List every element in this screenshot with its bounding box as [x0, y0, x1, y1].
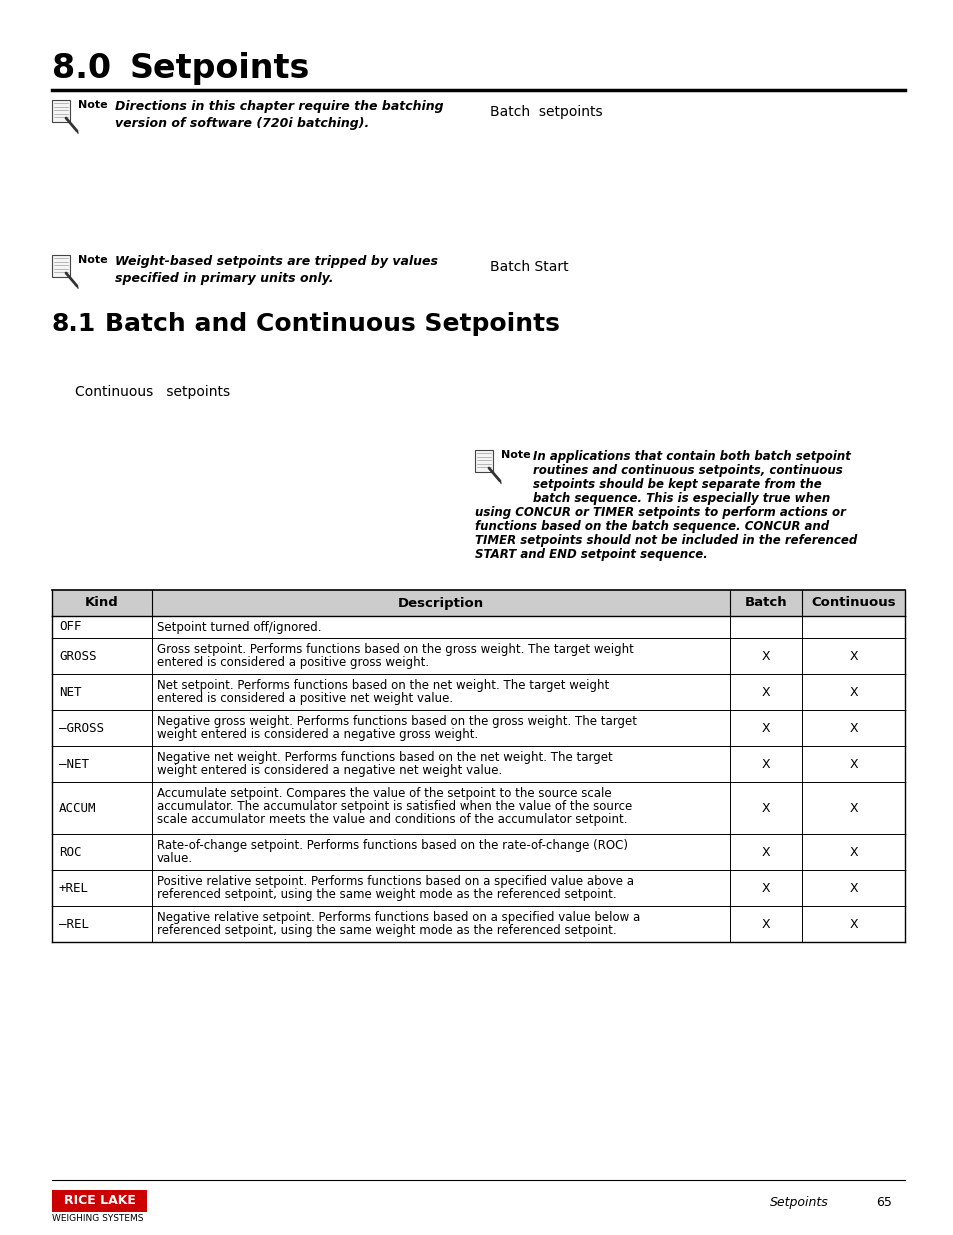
Text: Batch and Continuous Setpoints: Batch and Continuous Setpoints: [105, 312, 559, 336]
Text: Net setpoint. Performs functions based on the net weight. The target weight: Net setpoint. Performs functions based o…: [157, 679, 609, 692]
Text: batch sequence. This is especially true when: batch sequence. This is especially true …: [533, 492, 829, 505]
Bar: [52, 254, 70, 277]
Text: Gross setpoint. Performs functions based on the gross weight. The target weight: Gross setpoint. Performs functions based…: [157, 643, 633, 656]
Text: X: X: [760, 802, 769, 815]
Text: Setpoints: Setpoints: [130, 52, 310, 85]
Text: X: X: [848, 650, 857, 662]
Text: Continuous   setpoints: Continuous setpoints: [75, 385, 230, 399]
Text: START and END setpoint sequence.: START and END setpoint sequence.: [475, 548, 707, 561]
Text: Setpoint turned off/ignored.: Setpoint turned off/ignored.: [157, 621, 321, 634]
Text: X: X: [760, 685, 769, 699]
Text: X: X: [760, 882, 769, 894]
Text: accumulator. The accumulator setpoint is satisfied when the value of the source: accumulator. The accumulator setpoint is…: [157, 800, 632, 813]
Text: WEIGHING SYSTEMS: WEIGHING SYSTEMS: [52, 1214, 143, 1223]
Text: TIMER setpoints should not be included in the referenced: TIMER setpoints should not be included i…: [475, 534, 857, 547]
Text: Description: Description: [397, 597, 483, 610]
Text: –GROSS: –GROSS: [59, 721, 104, 735]
Text: Note: Note: [78, 100, 108, 110]
Text: Kind: Kind: [85, 597, 119, 610]
Text: Negative net weight. Performs functions based on the net weight. The target: Negative net weight. Performs functions …: [157, 751, 612, 764]
Bar: [52, 1191, 147, 1212]
Text: Weight-based setpoints are tripped by values
specified in primary units only.: Weight-based setpoints are tripped by va…: [115, 254, 437, 285]
Text: Batch Start: Batch Start: [490, 261, 568, 274]
Text: X: X: [760, 846, 769, 858]
Text: X: X: [760, 918, 769, 930]
Text: OFF: OFF: [59, 620, 81, 634]
Text: X: X: [848, 685, 857, 699]
Text: ACCUM: ACCUM: [59, 802, 96, 815]
Text: RICE LAKE: RICE LAKE: [64, 1194, 135, 1208]
Text: X: X: [848, 918, 857, 930]
Text: Negative relative setpoint. Performs functions based on a specified value below : Negative relative setpoint. Performs fun…: [157, 911, 639, 924]
Text: –REL: –REL: [59, 918, 89, 930]
Text: referenced setpoint, using the same weight mode as the referenced setpoint.: referenced setpoint, using the same weig…: [157, 924, 616, 937]
Text: 65: 65: [875, 1195, 891, 1209]
Text: X: X: [760, 650, 769, 662]
Text: Note: Note: [500, 450, 530, 459]
Text: entered is considered a positive net weight value.: entered is considered a positive net wei…: [157, 692, 453, 705]
Text: NET: NET: [59, 685, 81, 699]
Text: In applications that contain both batch setpoint: In applications that contain both batch …: [533, 450, 850, 463]
Text: referenced setpoint, using the same weight mode as the referenced setpoint.: referenced setpoint, using the same weig…: [157, 888, 616, 902]
Text: X: X: [848, 757, 857, 771]
Text: Setpoints: Setpoints: [769, 1195, 828, 1209]
Bar: [475, 450, 493, 472]
Text: GROSS: GROSS: [59, 650, 96, 662]
Text: weight entered is considered a negative gross weight.: weight entered is considered a negative …: [157, 727, 477, 741]
Text: X: X: [848, 721, 857, 735]
Text: X: X: [760, 721, 769, 735]
Text: 8.1: 8.1: [52, 312, 96, 336]
Text: X: X: [848, 846, 857, 858]
Bar: [52, 590, 904, 616]
Text: –NET: –NET: [59, 757, 89, 771]
Text: value.: value.: [157, 852, 193, 864]
Text: functions based on the batch sequence. CONCUR and: functions based on the batch sequence. C…: [475, 520, 828, 534]
Text: X: X: [848, 882, 857, 894]
Text: Batch: Batch: [744, 597, 786, 610]
Text: X: X: [848, 802, 857, 815]
Text: 8.0: 8.0: [52, 52, 111, 85]
Text: +REL: +REL: [59, 882, 89, 894]
Text: Continuous: Continuous: [810, 597, 895, 610]
Text: Rate-of-change setpoint. Performs functions based on the rate-of-change (ROC): Rate-of-change setpoint. Performs functi…: [157, 839, 627, 852]
Text: routines and continuous setpoints, continuous: routines and continuous setpoints, conti…: [533, 464, 841, 477]
Text: scale accumulator meets the value and conditions of the accumulator setpoint.: scale accumulator meets the value and co…: [157, 813, 627, 826]
Bar: [52, 100, 70, 122]
Text: weight entered is considered a negative net weight value.: weight entered is considered a negative …: [157, 764, 501, 777]
Text: Directions in this chapter require the batching
version of software (720i batchi: Directions in this chapter require the b…: [115, 100, 443, 130]
Text: ROC: ROC: [59, 846, 81, 858]
Text: Negative gross weight. Performs functions based on the gross weight. The target: Negative gross weight. Performs function…: [157, 715, 637, 727]
Text: Note: Note: [78, 254, 108, 266]
Text: Accumulate setpoint. Compares the value of the setpoint to the source scale: Accumulate setpoint. Compares the value …: [157, 787, 611, 800]
Text: entered is considered a positive gross weight.: entered is considered a positive gross w…: [157, 656, 429, 669]
Text: using CONCUR or TIMER setpoints to perform actions or: using CONCUR or TIMER setpoints to perfo…: [475, 506, 845, 519]
Text: Positive relative setpoint. Performs functions based on a specified value above : Positive relative setpoint. Performs fun…: [157, 876, 634, 888]
Text: Batch  setpoints: Batch setpoints: [490, 105, 602, 119]
Text: X: X: [760, 757, 769, 771]
Text: setpoints should be kept separate from the: setpoints should be kept separate from t…: [533, 478, 821, 492]
